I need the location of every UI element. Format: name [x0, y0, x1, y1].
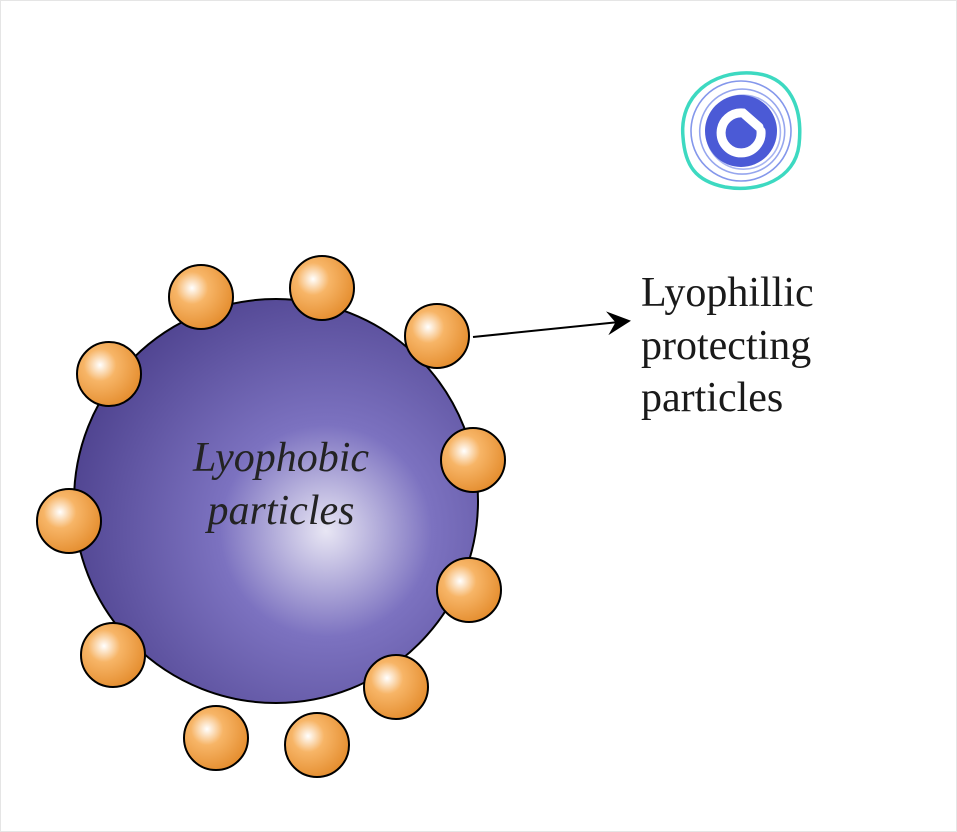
lyophillic-line2: protecting: [641, 320, 814, 373]
diagram-canvas: Lyophobic particles Lyophillic protectin…: [0, 0, 957, 832]
lyophillic-particle: [81, 623, 145, 687]
lyophobic-label-line1: Lyophobic particles: [151, 432, 411, 537]
lyophillic-particle: [364, 655, 428, 719]
lyophillic-particle: [184, 706, 248, 770]
lyophillic-particle: [285, 713, 349, 777]
lyophillic-annotation: Lyophillic protecting particles: [641, 267, 814, 425]
lyophillic-particle: [290, 256, 354, 320]
lyophillic-line1: Lyophillic: [641, 267, 814, 320]
lyophillic-particle: [37, 489, 101, 553]
lyophillic-particle: [405, 304, 469, 368]
lyophobic-label: Lyophobic particles: [151, 432, 411, 537]
lyophillic-line3: particles: [641, 372, 814, 425]
lyophillic-particle: [169, 265, 233, 329]
lyophillic-particle: [437, 558, 501, 622]
lyophillic-particle: [77, 342, 141, 406]
lyophillic-particle: [441, 428, 505, 492]
annotation-arrow: [473, 321, 629, 337]
